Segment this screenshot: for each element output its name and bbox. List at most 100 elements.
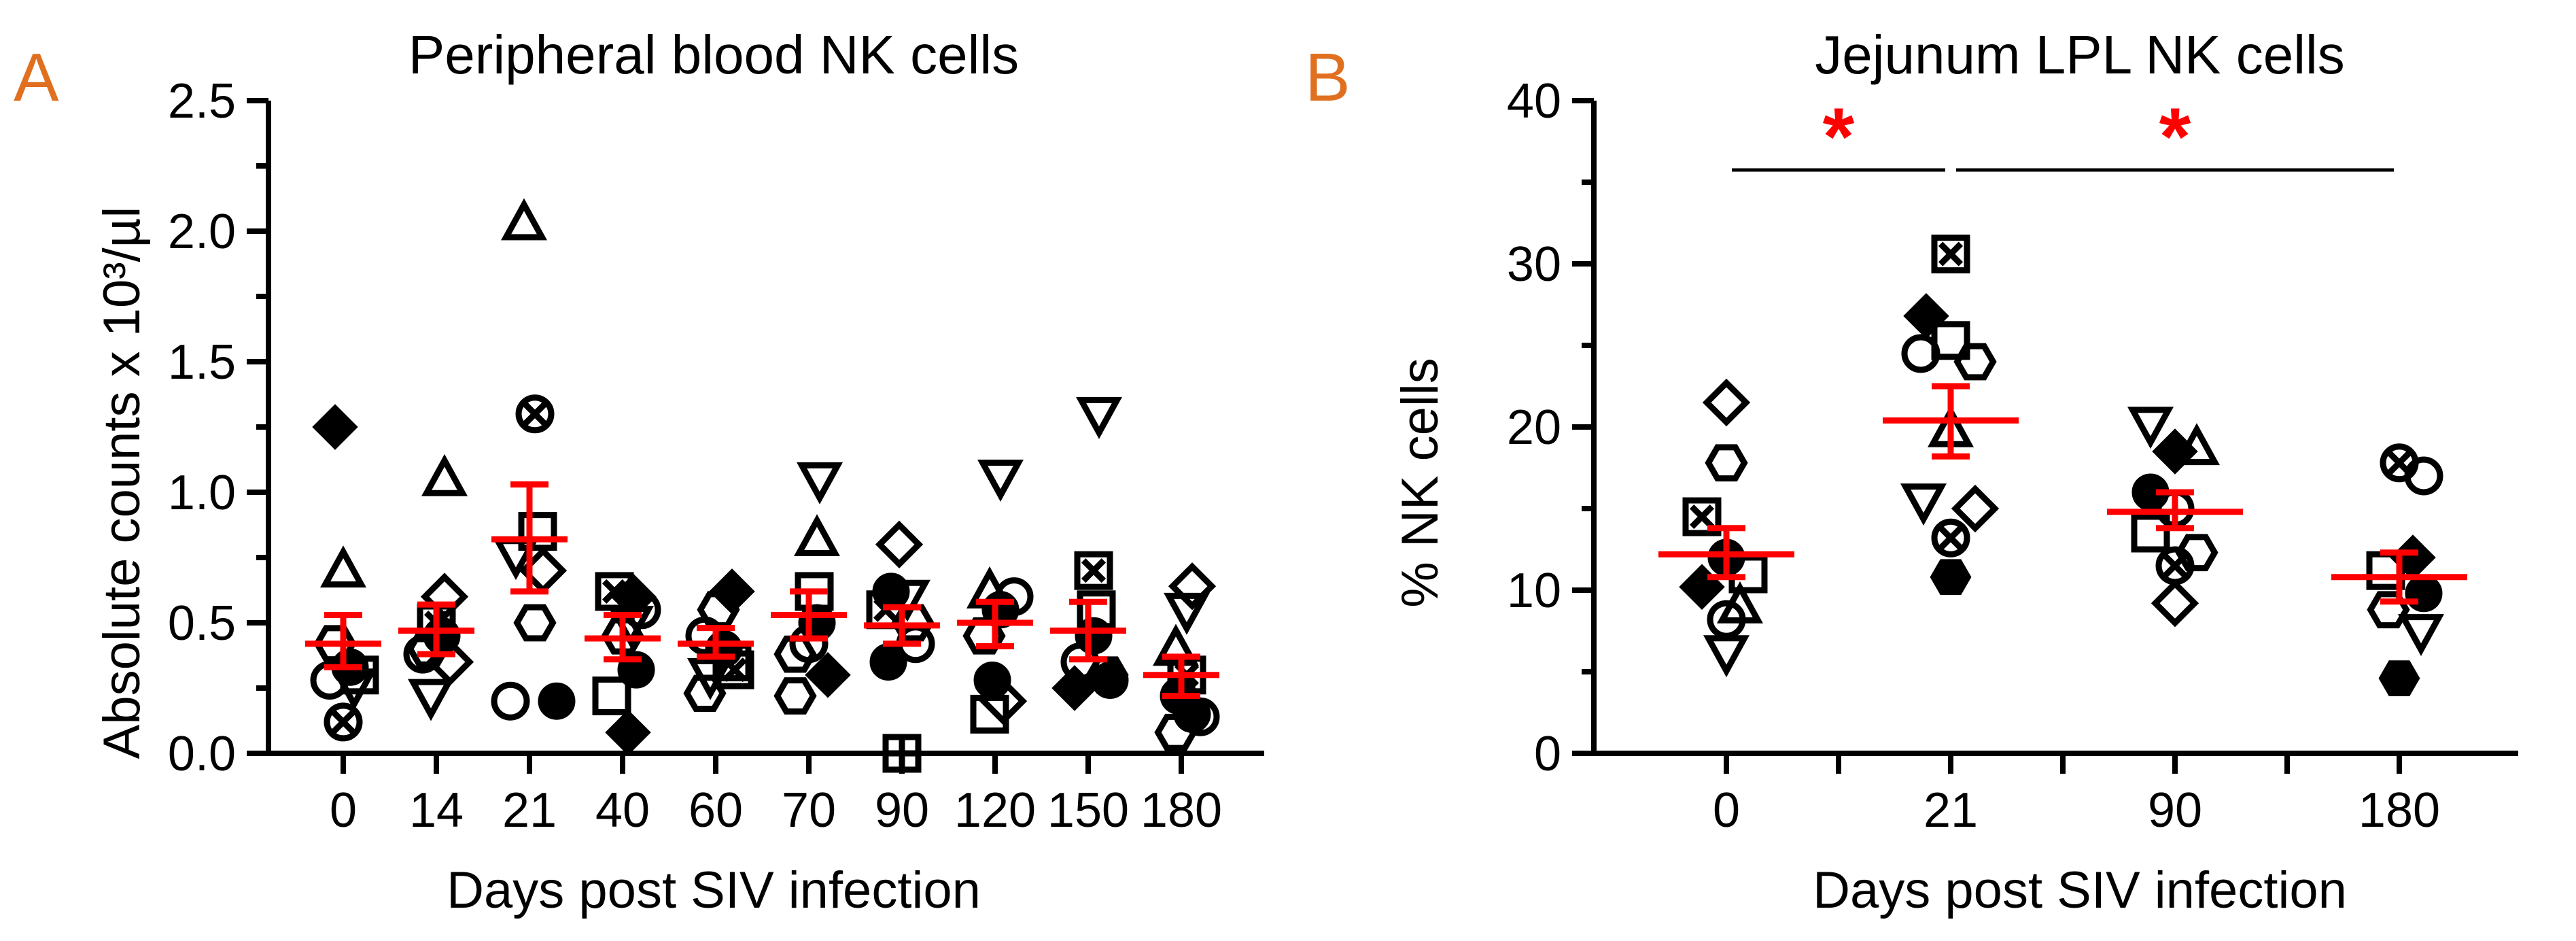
panel-b-point (2131, 513, 2170, 553)
panel-a-x-tick-label: 180 (1141, 783, 1222, 838)
panel-b-y-tick-label: 0 (1534, 727, 1561, 781)
panel-a-point (592, 677, 631, 716)
panel-a-y-tick-label: 2.0 (168, 205, 236, 259)
panel-a-point (869, 643, 907, 681)
panel-a-title: Peripheral blood NK cells (408, 24, 1019, 85)
panel-a-point (330, 668, 378, 711)
panel-b-point (1705, 444, 1748, 482)
panel-a-point (796, 462, 843, 504)
panel-a-point (421, 454, 468, 496)
panel-a-means (305, 481, 1219, 700)
panel-b-point-cross-b (1938, 526, 1964, 551)
panel-a-x-tick-label: 70 (782, 783, 836, 838)
panel-b-point (2378, 660, 2420, 696)
panel-a-letter: A (14, 39, 59, 116)
panel-b-x-tick-label: 21 (1924, 783, 1978, 838)
panel-a-point (805, 652, 851, 698)
panel-a-x-tick-label: 150 (1047, 783, 1129, 838)
panel-a-point (518, 512, 557, 551)
panel-b-point (1901, 334, 1940, 373)
panel-a-point (709, 568, 755, 615)
panel-b-point (2397, 614, 2445, 656)
panel-a-y-axis-title: Absolute counts x 10³/µl (93, 207, 151, 759)
panel-a-point (1152, 623, 1200, 666)
panel-a-x-tick-label: 21 (502, 783, 557, 838)
panel-a-point (715, 650, 754, 689)
panel-b-x-tick-label: 0 (1713, 783, 1740, 838)
panel-a-x-tick-label: 40 (595, 783, 650, 838)
panel-a-point (491, 681, 530, 721)
significance-star: * (2159, 91, 2191, 182)
panel-b-letter: B (1305, 39, 1351, 116)
panel-a-point (1154, 713, 1198, 751)
panel-a-x-axis-title: Days post SIV infection (447, 861, 981, 919)
panel-b-point (1930, 559, 1972, 596)
panel-a-point (1163, 592, 1211, 635)
panel-b-point-cross-b (1689, 504, 1715, 530)
panel-a-point (1091, 661, 1129, 699)
panel-b-point (1931, 518, 1970, 558)
panel-b-significance: * * (1732, 91, 2394, 182)
panel-b-x-axis-title: Days post SIV infection (1813, 861, 2347, 919)
panel-b-point (2152, 428, 2198, 475)
panel-a-x-tick-label: 90 (875, 783, 929, 838)
panel-b-point-cross-b (2162, 553, 2188, 579)
panel-a-x-tick-label: 14 (409, 783, 464, 838)
panel-a-point (310, 660, 349, 700)
panel-b-point (1903, 293, 1949, 339)
panel-b-point (2127, 407, 2174, 449)
panel-a-point (977, 460, 1024, 502)
panel-a-y-tick-label: 1.5 (168, 335, 236, 390)
panel-b-x-tick-label: 90 (2148, 783, 2202, 838)
panel-b-points (1679, 235, 2445, 696)
panel-a-point (875, 520, 924, 568)
panel-b-y-tick-label: 10 (1507, 564, 1561, 618)
panel-b-point (2405, 575, 2443, 613)
panel-b-point (1728, 554, 1768, 594)
panel-a-point (312, 404, 358, 450)
panel-a-point (793, 514, 841, 557)
panel-a: A Peripheral blood NK cells Days post SI… (14, 24, 1264, 919)
panel-a-point (605, 709, 651, 756)
panel-b-means (1658, 383, 2467, 605)
panel-a-point (884, 579, 931, 622)
panel-a-point-cross-b (330, 709, 356, 734)
panel-a-point (1075, 396, 1123, 439)
panel-b-point (1951, 484, 2000, 533)
panel-a-point (513, 604, 557, 642)
panel-b-y-tick-label: 20 (1507, 400, 1561, 455)
panel-a-point-cross-b (602, 579, 627, 604)
panel-a-point (1074, 551, 1113, 590)
panel-b-point (2404, 456, 2443, 496)
panel-b-point (1679, 564, 1725, 610)
panel-b-y-tick-label: 30 (1507, 237, 1561, 292)
panel-a-point-cross-b (1081, 558, 1107, 583)
panel-a-point (319, 545, 367, 588)
panel-a-point (798, 604, 836, 642)
panel-b-point-cross-b (1938, 241, 1964, 267)
panel-b: B Jejunum LPL NK cells Days post SIV inf… (1305, 24, 2518, 919)
panel-a-point (515, 394, 555, 434)
panel-a-x-tick-label: 0 (330, 783, 357, 838)
panel-b-point (1931, 235, 1970, 274)
panel-b-point (1702, 378, 1751, 427)
panel-b-point (1953, 343, 1997, 381)
panel-a-point (420, 572, 469, 621)
panel-a-point (683, 674, 727, 713)
panel-b-point (1900, 483, 1947, 526)
panel-b-point-cross-b (2386, 450, 2412, 475)
panel-a-points (310, 198, 1220, 773)
panel-a-y-tick-label: 2.5 (168, 74, 236, 129)
panel-a-point (407, 679, 455, 721)
panel-a-point-cross-b (522, 401, 548, 426)
panel-a-point (773, 677, 817, 715)
panel-a-point (324, 702, 363, 742)
panel-b-axes: 0 10 20 30 40 0 21 90 180 (1507, 74, 2518, 838)
panel-a-y-tick-label: 0.5 (168, 596, 236, 651)
panel-a-y-tick-label: 0.0 (168, 727, 236, 781)
panel-b-title: Jejunum LPL NK cells (1815, 24, 2345, 85)
panel-b-point (1703, 635, 1750, 678)
panel-a-point (538, 682, 576, 720)
